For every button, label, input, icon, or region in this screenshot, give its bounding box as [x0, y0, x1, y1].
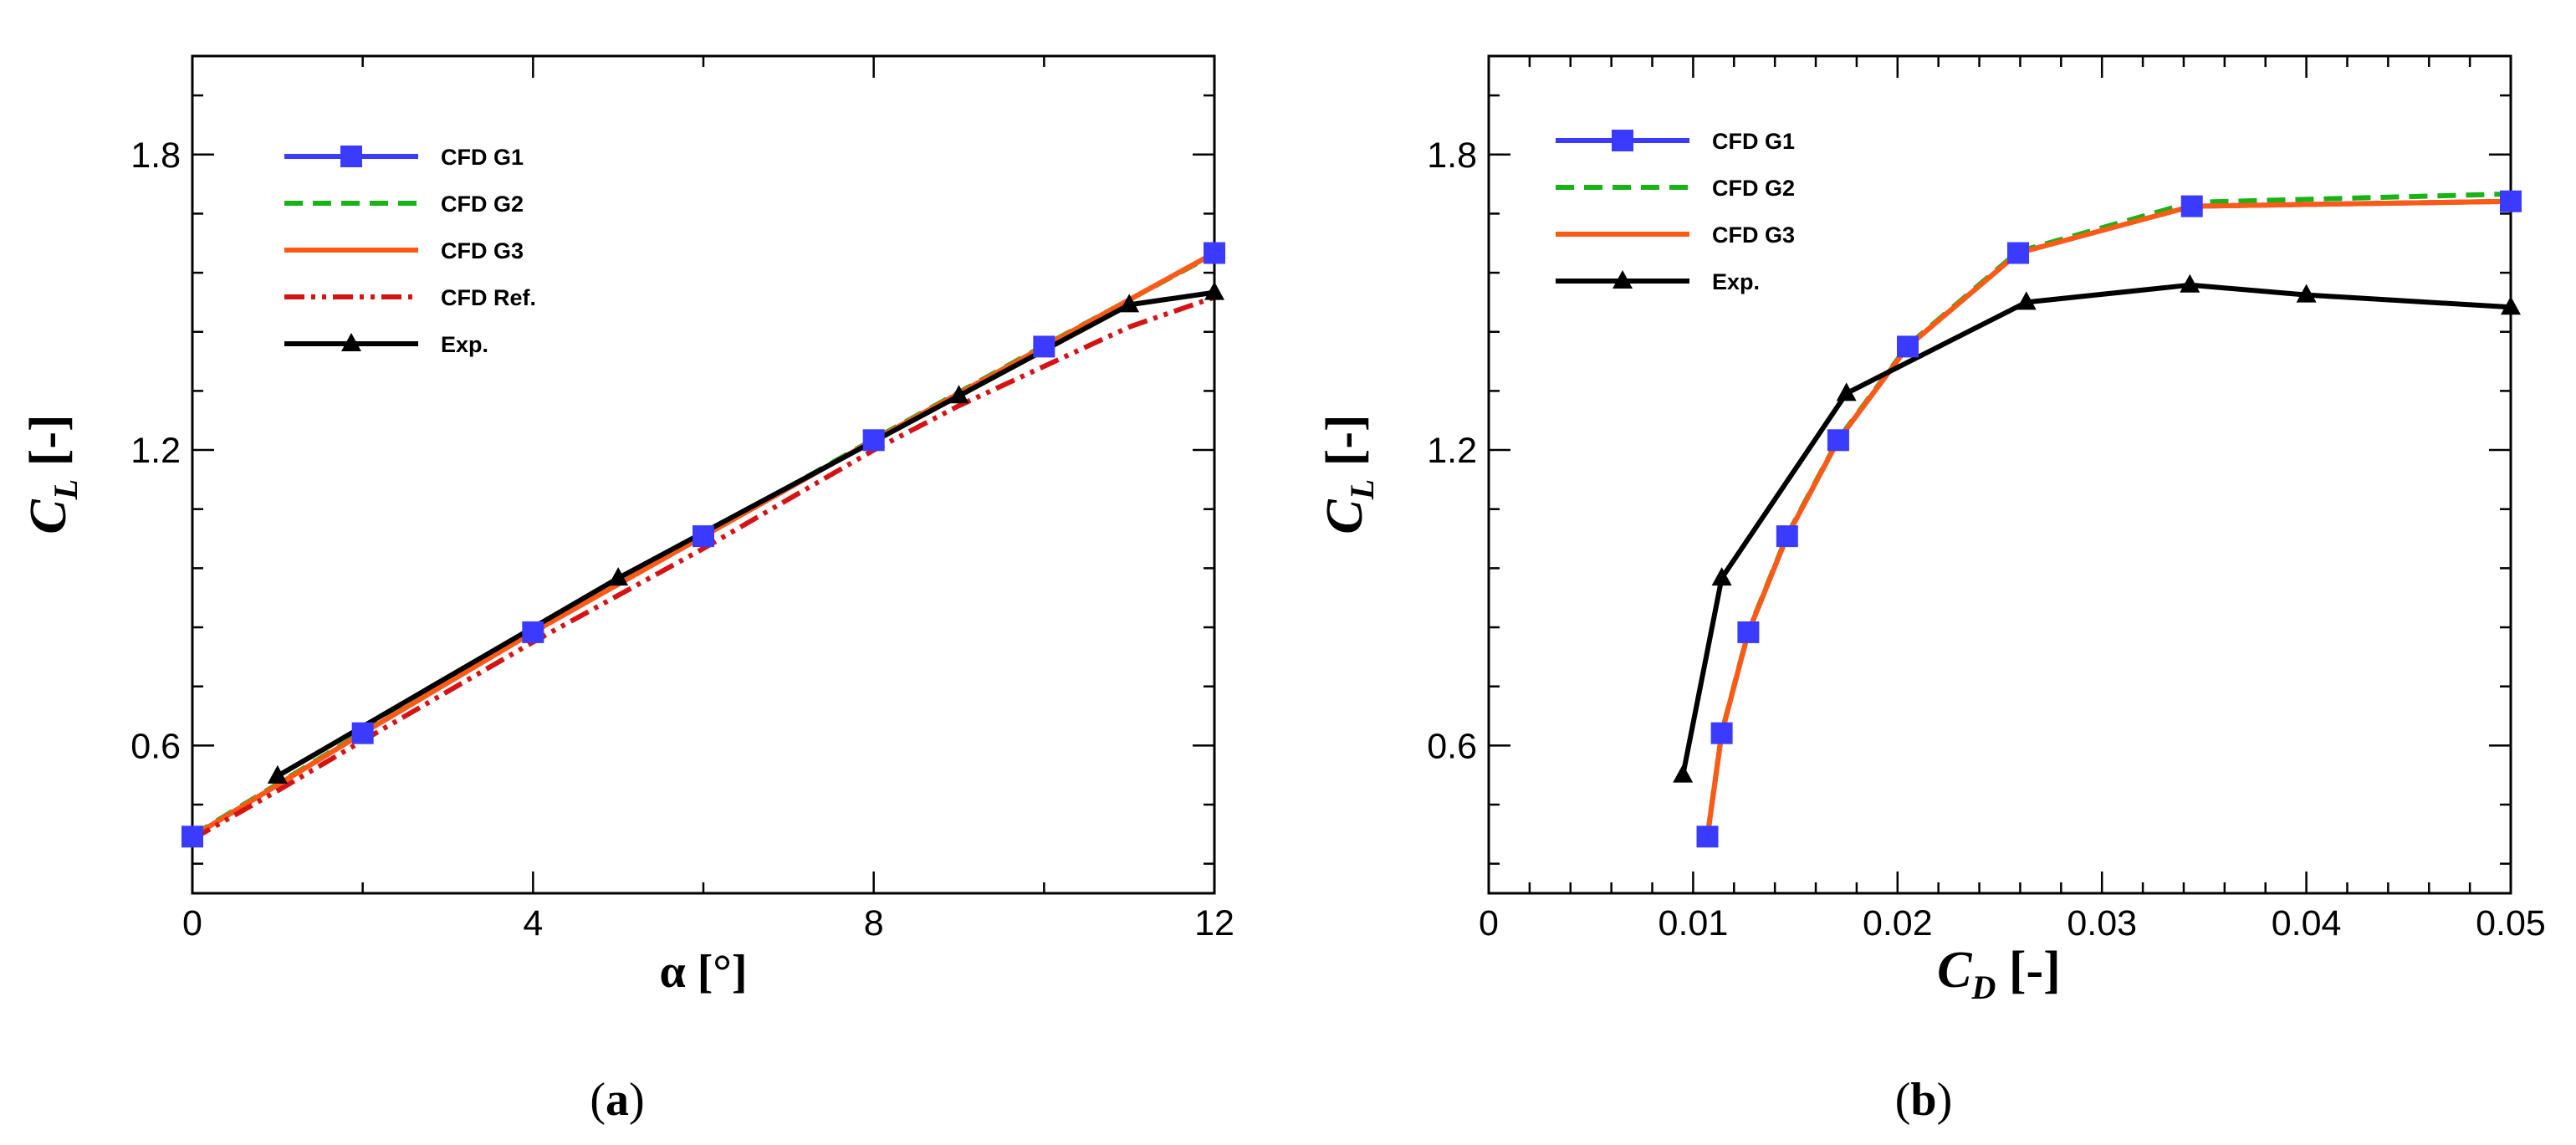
legend-label: Exp. — [1712, 269, 1760, 294]
tick-labels-b: 0 0.01 0.02 0.03 0.04 0.05 0.6 1.2 1.8 — [1427, 135, 2546, 943]
panel-caption-b: (b) — [1895, 1074, 1952, 1126]
data-point-exp — [2016, 291, 2037, 310]
series-line-exp — [1680, 282, 2512, 776]
y-tick-label: 1.8 — [130, 135, 181, 176]
data-series-b — [1673, 190, 2522, 848]
data-point-exp — [267, 764, 288, 784]
axis-ticks-b — [1487, 56, 2512, 893]
legend-label: CFD G2 — [1712, 176, 1795, 201]
data-point-cfd-g1 — [1204, 242, 1225, 264]
data-point-cfd-g1 — [1737, 621, 1760, 643]
data-point-cfd-g1 — [693, 525, 714, 548]
data-point-exp — [1711, 567, 1732, 586]
legend-marker — [1613, 270, 1633, 289]
plot-frame-a — [191, 54, 1216, 895]
data-point-exp — [948, 385, 969, 404]
axis-ticks-a — [191, 56, 1216, 893]
data-point-cfd-g1 — [1776, 525, 1798, 548]
data-point-exp — [608, 567, 629, 586]
x-tick-label: 0.04 — [2272, 903, 2342, 943]
y-tick-label: 0.6 — [1427, 726, 1477, 766]
legend-label: CFD Ref. — [441, 285, 536, 310]
data-point-cfd-g1 — [1827, 429, 1849, 452]
data-point-cfd-g1 — [862, 429, 885, 452]
y-axis-title-a: CL [-] — [20, 414, 84, 534]
y-tick-label: 1.2 — [130, 431, 181, 471]
x-tick-label: 0.05 — [2476, 903, 2546, 943]
chart-panel-b: 0 0.01 0.02 0.03 0.04 0.050.61.21.8 CFD G1CFD… — [1316, 54, 2546, 1126]
x-axis-title-a: α [°] — [660, 946, 748, 998]
data-point-cfd-g1 — [351, 722, 374, 744]
data-point-exp — [1204, 281, 1224, 300]
data-point-cfd-g1 — [181, 826, 203, 848]
tick-labels-a: 0 4 8 12 0.6 1.2 1.8 — [130, 135, 1234, 943]
legend-marker — [340, 146, 362, 167]
series-line-cfd-g1 — [1705, 198, 2512, 837]
x-tick-label: 8 — [864, 903, 884, 943]
data-point-exp — [2501, 296, 2521, 315]
y-tick-label: 0.6 — [130, 726, 181, 766]
series-line-cfd-g2 — [1705, 191, 2512, 836]
x-tick-label: 0 — [182, 903, 202, 943]
data-series-a — [181, 242, 1225, 848]
data-point-cfd-g1 — [1696, 826, 1719, 848]
y-axis-title-b: CL [-] — [1316, 414, 1381, 534]
data-point-cfd-g1 — [1710, 722, 1733, 744]
data-point-cfd-g1 — [1897, 335, 1919, 358]
series-line-cfd-g3 — [1705, 198, 2512, 837]
panel-caption-a: (a) — [590, 1074, 644, 1126]
x-tick-label: 4 — [523, 903, 543, 943]
x-tick-label: 12 — [1194, 903, 1234, 943]
series-line-exp — [276, 289, 1215, 779]
data-point-exp — [1673, 764, 1694, 783]
data-point-cfd-g1 — [2500, 190, 2522, 212]
data-point-exp — [1119, 294, 1140, 313]
x-tick-label: 0.01 — [1659, 903, 1729, 943]
legend-marker — [341, 333, 361, 351]
legend-label: CFD G1 — [441, 145, 524, 170]
legend-label: Exp. — [441, 332, 488, 357]
data-point-cfd-g1 — [522, 621, 544, 643]
legend-label: CFD G1 — [1712, 129, 1795, 154]
x-tick-label: 0.02 — [1863, 903, 1933, 943]
legend-label: CFD G3 — [441, 238, 524, 263]
y-tick-label: 1.8 — [1427, 135, 1477, 176]
x-tick-label: 0 — [1479, 903, 1499, 943]
data-point-cfd-g1 — [2180, 195, 2203, 217]
data-point-exp — [2180, 273, 2200, 293]
data-point-cfd-g1 — [2006, 242, 2029, 264]
legend-a: CFD G1 CFD G2 CFD G3 CFD Ref. Exp. — [284, 145, 536, 357]
data-point-exp — [1836, 382, 1857, 401]
legend-marker — [1612, 130, 1633, 151]
y-tick-label: 1.2 — [1427, 431, 1477, 471]
plot-frame-b — [1487, 54, 2512, 895]
chart-panel-a: 0 4 8 12 0.6 1.2 1.8 CFD G1 CFD G2 CFD G3 CFD Ref… — [20, 54, 1234, 1126]
data-point-exp — [2296, 284, 2317, 303]
x-axis-title-b: CD [-] — [1937, 942, 2061, 1006]
legend-label: CFD G3 — [1712, 222, 1795, 248]
data-point-cfd-g1 — [1033, 335, 1055, 358]
x-tick-label: 0.03 — [2067, 903, 2137, 943]
legend-b: CFD G1 CFD G2 CFD G3 Exp. — [1556, 129, 1795, 294]
legend-label: CFD G2 — [441, 192, 524, 217]
series-line-cfd-ref — [191, 294, 1215, 841]
